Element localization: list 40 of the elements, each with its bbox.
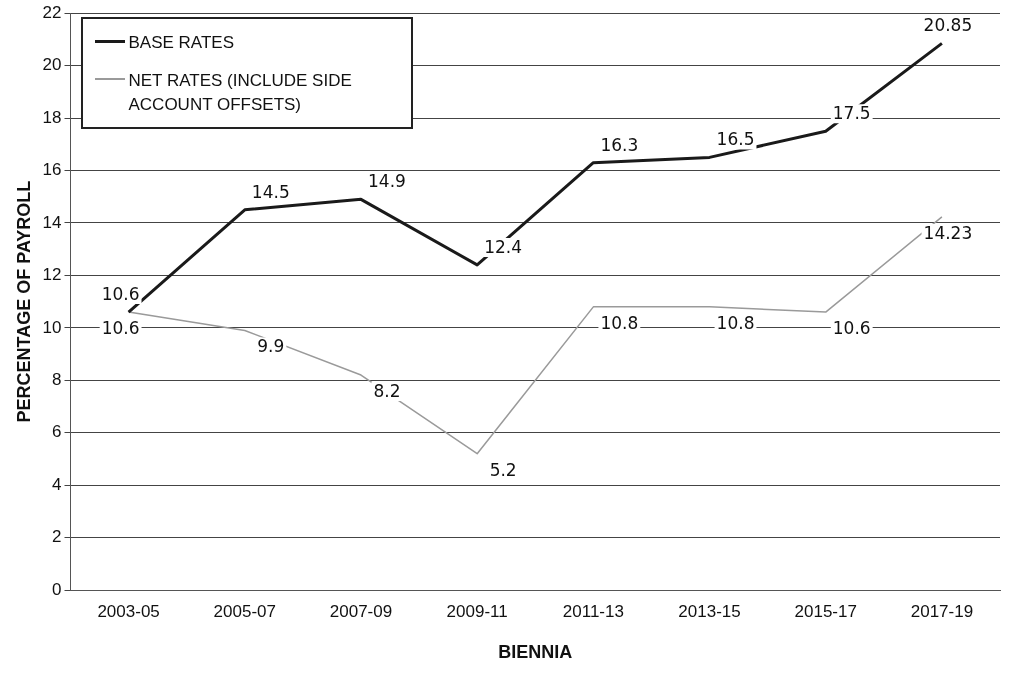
- data-label: 10.6: [101, 318, 140, 339]
- x-tick-label: 2005-07: [213, 601, 276, 621]
- x-tick-label: 2013-15: [678, 601, 741, 621]
- x-tick-label: 2007-09: [329, 601, 393, 621]
- x-tick-label: 2011-13: [562, 601, 624, 621]
- y-tick-label: 16: [42, 160, 62, 180]
- x-tick-label: 2009-11: [446, 601, 508, 621]
- y-tick-label: 14: [42, 212, 62, 232]
- y-tick-label: 8: [52, 369, 62, 389]
- y-tick-label: 20: [42, 55, 62, 75]
- data-label: 10.8: [716, 312, 755, 333]
- y-axis-title: PERCENTAGE OF PAYROLL: [13, 180, 34, 423]
- data-label: 20.85: [923, 15, 973, 36]
- y-tick-label: 12: [42, 265, 62, 285]
- y-tick-label: 2: [52, 527, 62, 547]
- data-label: 14.9: [368, 171, 406, 192]
- data-label: 14.23: [923, 222, 973, 243]
- x-tick-label: 2015-17: [794, 601, 857, 621]
- x-tick-label: 2017-19: [910, 601, 974, 621]
- legend-label: NET RATES (INCLUDE SIDE ACCOUNT OFFSETS): [128, 70, 353, 117]
- y-tick-label: 10: [42, 317, 62, 337]
- y-tick-label: 0: [52, 579, 62, 599]
- data-label: 16.5: [716, 129, 755, 150]
- data-label: 14.5: [251, 181, 290, 202]
- data-label: 9.9: [257, 336, 285, 357]
- data-label: 10.8: [600, 312, 639, 333]
- data-label: 10.6: [832, 318, 871, 339]
- data-label: 12.4: [484, 236, 523, 257]
- y-tick-label: 4: [52, 474, 62, 494]
- data-label: 8.2: [373, 381, 401, 402]
- legend-label: BASE RATES: [128, 32, 234, 55]
- y-tick-label: 22: [42, 2, 62, 22]
- data-label: 17.5: [832, 103, 871, 124]
- data-label: 16.3: [600, 134, 639, 155]
- x-axis-title: BIENNIA: [498, 642, 573, 663]
- data-label: 5.2: [489, 459, 517, 480]
- y-tick-label: 6: [52, 422, 62, 442]
- y-tick-label: 18: [42, 107, 62, 127]
- data-label: 10.6: [101, 284, 140, 305]
- x-tick-label: 2003-05: [97, 601, 160, 621]
